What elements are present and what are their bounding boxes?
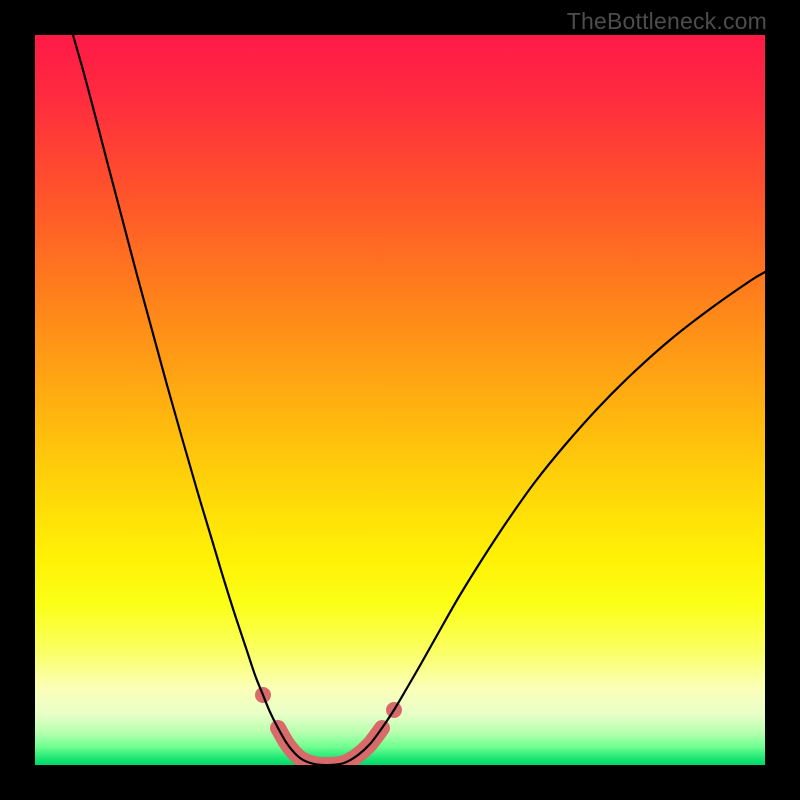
bottleneck-curve (73, 35, 765, 765)
watermark-text: TheBottleneck.com (567, 8, 767, 35)
curve-layer (35, 35, 765, 765)
chart-plot-area (35, 35, 765, 765)
marker-dots (255, 687, 402, 718)
